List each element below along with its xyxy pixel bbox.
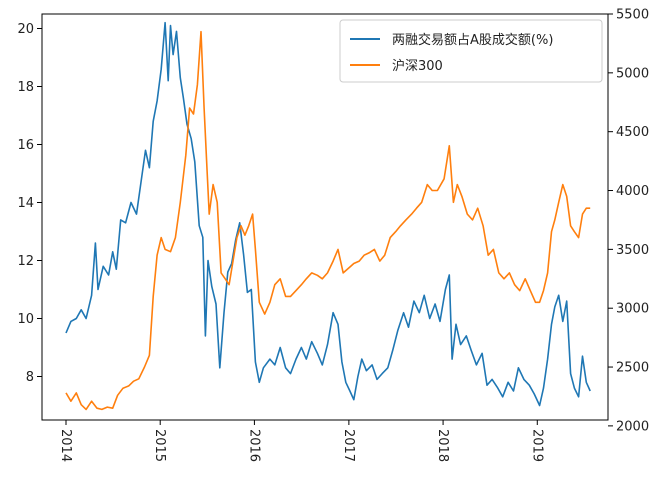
series-line-1 <box>65 30 591 411</box>
x-tick-label-3: 2017 <box>341 429 356 462</box>
x-tick-label-2: 2016 <box>246 429 261 462</box>
y-right-tick-label-0: 2000 <box>616 419 649 434</box>
y-left-tick-label-6: 20 <box>17 22 34 37</box>
y-right-tick-label-4: 4000 <box>616 184 649 199</box>
legend: 两融交易额占A股成交额(%) 沪深300 <box>339 19 603 83</box>
x-tick-label-4: 2018 <box>435 429 450 462</box>
x-tick-label-0: 2014 <box>58 429 73 462</box>
x-tick-label-5: 2019 <box>529 429 544 462</box>
y-left-tick-label-1: 10 <box>17 312 34 327</box>
legend-label-0: 两融交易额占A股成交额(%) <box>392 32 553 48</box>
y-left-tick-label-3: 14 <box>17 196 34 211</box>
legend-box <box>339 19 603 83</box>
y-right-tick-label-7: 5500 <box>616 8 649 23</box>
y-right-tick-label-1: 2500 <box>616 361 649 376</box>
y-left-tick-label-4: 16 <box>17 138 34 153</box>
y-left-tick-label-2: 12 <box>17 254 34 269</box>
axes-layer: 8 10 12 14 16 18 20 2000 2500 3000 3500 4000 4500 500… <box>17 8 649 463</box>
y-right-tick-label-6: 5000 <box>616 66 649 81</box>
y-right-tick-label-5: 4500 <box>616 125 649 140</box>
series-line-0 <box>65 21 591 407</box>
y-left-tick-label-5: 18 <box>17 80 34 95</box>
y-right-tick-label-3: 3500 <box>616 243 649 258</box>
x-tick-label-1: 2015 <box>152 429 167 462</box>
plot-frame <box>41 13 609 421</box>
y-right-tick-label-2: 3000 <box>616 302 649 317</box>
legend-label-1: 沪深300 <box>392 58 443 74</box>
series-layer <box>65 21 591 411</box>
y-left-tick-label-0: 8 <box>26 370 34 385</box>
